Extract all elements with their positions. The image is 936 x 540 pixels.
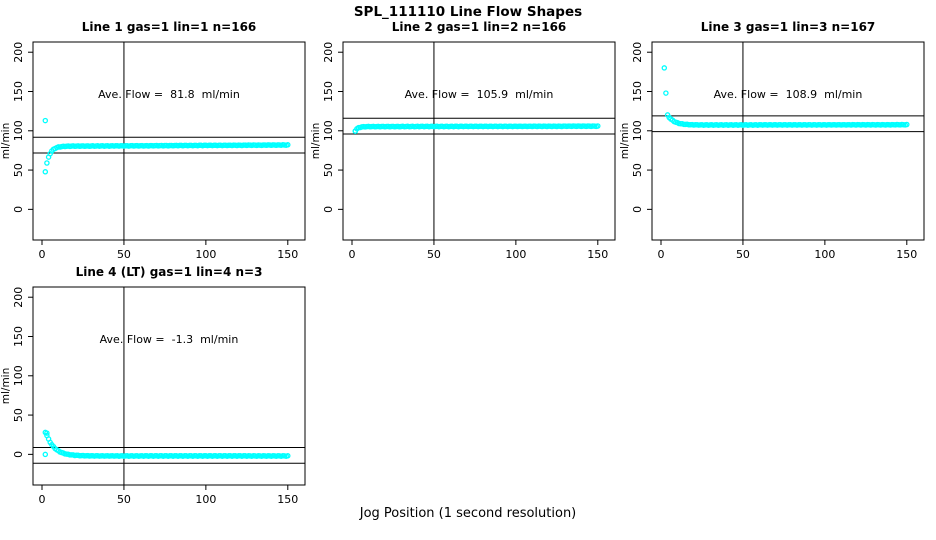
y-tick-label: 50	[631, 163, 644, 177]
plot-box	[342, 41, 616, 241]
panel-title: Line 4 (LT) gas=1 lin=4 n=3	[75, 265, 263, 279]
x-tick-label: 150	[587, 248, 608, 261]
data-points	[42, 429, 291, 459]
y-tick-label: 200	[12, 287, 25, 308]
x-tick-label: 50	[736, 248, 750, 261]
plot-svg: 0 50 100 150 0 50 100 150 200 ml/min	[619, 41, 925, 261]
panel-title: Line 2 gas=1 lin=2 n=166	[391, 20, 567, 34]
plot-box	[651, 41, 925, 241]
ave-flow-annotation: Ave. Flow = 81.8 ml/min	[98, 88, 240, 101]
y-axis-label: ml/min	[310, 123, 322, 159]
plot-svg: 0 50 100 150 0 50 100 150 200 ml/min	[310, 41, 616, 261]
plot-svg: 0 50 100 150 0 50 100 150 200 ml/min	[0, 41, 306, 261]
panel-line-1: Line 1 gas=1 lin=1 n=166 0 50 100 150 0 50 100…	[0, 20, 317, 272]
y-tick-label: 150	[631, 81, 644, 102]
plot-box	[32, 286, 306, 486]
y-tick-label: 150	[12, 326, 25, 347]
panel-title: Line 3 gas=1 lin=3 n=167	[700, 20, 876, 34]
y-tick-label: 0	[12, 451, 25, 458]
panel-line-4: Line 4 (LT) gas=1 lin=4 n=3 0 50 100 150 0 50…	[0, 265, 317, 517]
y-tick-label: 100	[322, 120, 335, 141]
y-tick-label: 0	[631, 206, 644, 213]
y-tick-label: 150	[322, 81, 335, 102]
x-tick-label: 100	[195, 248, 216, 261]
panel-title: Line 1 gas=1 lin=1 n=166	[81, 20, 257, 34]
x-tick-label: 50	[117, 248, 131, 261]
ave-flow-annotation: Ave. Flow = -1.3 ml/min	[99, 333, 239, 346]
y-tick-label: 200	[322, 42, 335, 63]
y-tick-label: 100	[12, 120, 25, 141]
y-axis-label: ml/min	[0, 123, 12, 159]
panel-line-2: Line 2 gas=1 lin=2 n=166 0 50 100 150 0 50 100…	[310, 20, 627, 272]
ave-flow-annotation: Ave. Flow = 108.9 ml/min	[713, 88, 863, 101]
y-tick-label: 100	[631, 120, 644, 141]
x-tick-label: 150	[277, 493, 298, 506]
x-tick-label: 150	[896, 248, 917, 261]
y-tick-label: 50	[322, 163, 335, 177]
y-tick-label: 50	[12, 408, 25, 422]
y-tick-label: 100	[12, 365, 25, 386]
data-points	[42, 117, 291, 175]
x-tick-label: 0	[658, 248, 665, 261]
y-tick-label: 200	[631, 42, 644, 63]
data-points	[661, 65, 910, 128]
y-tick-label: 0	[322, 206, 335, 213]
y-tick-label: 50	[12, 163, 25, 177]
y-tick-label: 0	[12, 206, 25, 213]
y-axis-label: ml/min	[0, 368, 12, 404]
x-tick-label: 50	[427, 248, 441, 261]
x-axis-label: Jog Position (1 second resolution)	[359, 506, 577, 521]
x-tick-label: 0	[349, 248, 356, 261]
y-tick-label: 200	[12, 42, 25, 63]
x-tick-label: 100	[814, 248, 835, 261]
data-points	[352, 123, 601, 134]
x-tick-label: 0	[39, 248, 46, 261]
panel-line-3: Line 3 gas=1 lin=3 n=167 0 50 100 150 0 50 100…	[619, 20, 936, 272]
plot-box	[32, 41, 306, 241]
x-tick-label: 100	[505, 248, 526, 261]
ave-flow-annotation: Ave. Flow = 105.9 ml/min	[404, 88, 554, 101]
plot-svg: 0 50 100 150 0 50 100 150 200 ml/min	[0, 286, 306, 506]
x-tick-label: 50	[117, 493, 131, 506]
x-tick-label: 100	[195, 493, 216, 506]
figure-title: SPL_111110 Line Flow Shapes	[353, 4, 583, 20]
y-axis-label: ml/min	[619, 123, 631, 159]
x-tick-label: 150	[277, 248, 298, 261]
x-tick-label: 0	[39, 493, 46, 506]
y-tick-label: 150	[12, 81, 25, 102]
